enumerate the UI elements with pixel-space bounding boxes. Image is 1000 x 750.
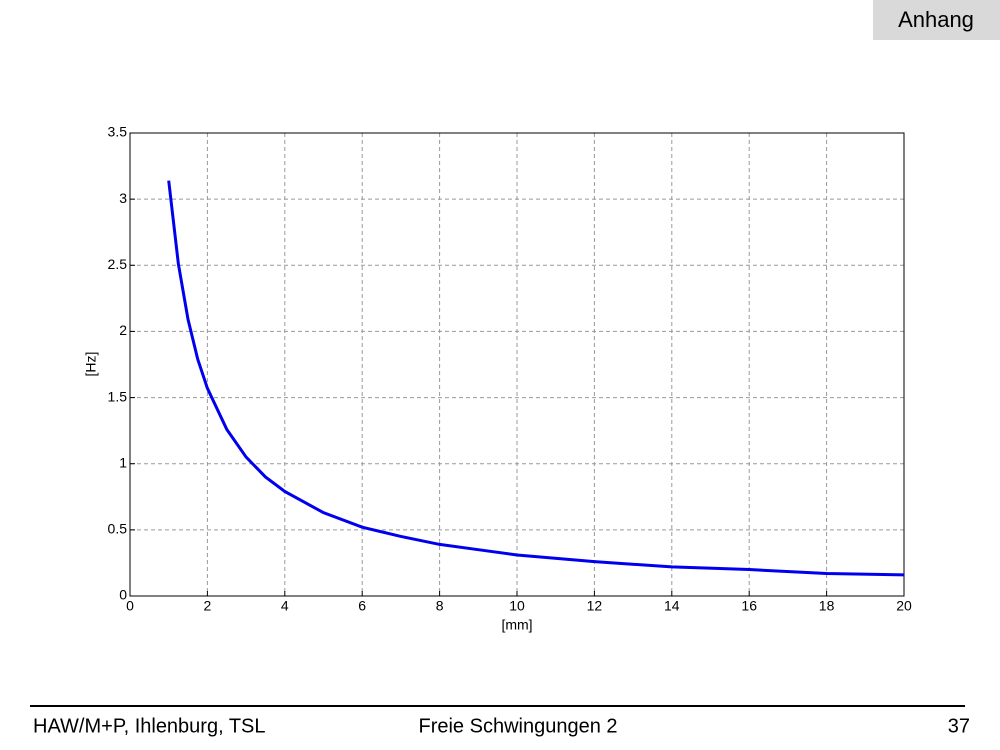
y-tick-label: 3 (119, 190, 127, 206)
y-tick-label: 1 (119, 454, 127, 470)
x-tick-label: 12 (587, 598, 603, 614)
y-tick-label: 2 (119, 322, 127, 338)
x-tick-label: 0 (126, 598, 134, 614)
footer-right: 37 (948, 715, 970, 737)
y-tick-label: 2.5 (108, 256, 128, 272)
y-tick-label: 1.5 (108, 388, 128, 404)
x-tick-label: 20 (896, 598, 912, 614)
y-tick-label: 0 (119, 587, 127, 603)
y-tick-label: 0.5 (108, 521, 128, 537)
header-box (873, 0, 1000, 40)
header-tag: Anhang (898, 7, 974, 32)
y-tick-label: 3.5 (108, 124, 128, 140)
x-tick-label: 4 (281, 598, 289, 614)
x-tick-label: 14 (664, 598, 680, 614)
footer-left: HAW/M+P, Ihlenburg, TSL (33, 715, 266, 737)
x-tick-label: 18 (819, 598, 835, 614)
line (167, 180, 905, 577)
x-tick-label: 8 (436, 598, 444, 614)
footer-center: Freie Schwingungen 2 (418, 715, 617, 737)
plot-frame (129, 132, 905, 597)
x-tick-label: 10 (509, 598, 525, 614)
x-tick-label: 2 (204, 598, 212, 614)
x-tick-label: 6 (358, 598, 366, 614)
y-axis-label: [Hz] (83, 352, 99, 377)
x-tick-label: 16 (741, 598, 757, 614)
x-axis-label: [mm] (501, 617, 532, 633)
